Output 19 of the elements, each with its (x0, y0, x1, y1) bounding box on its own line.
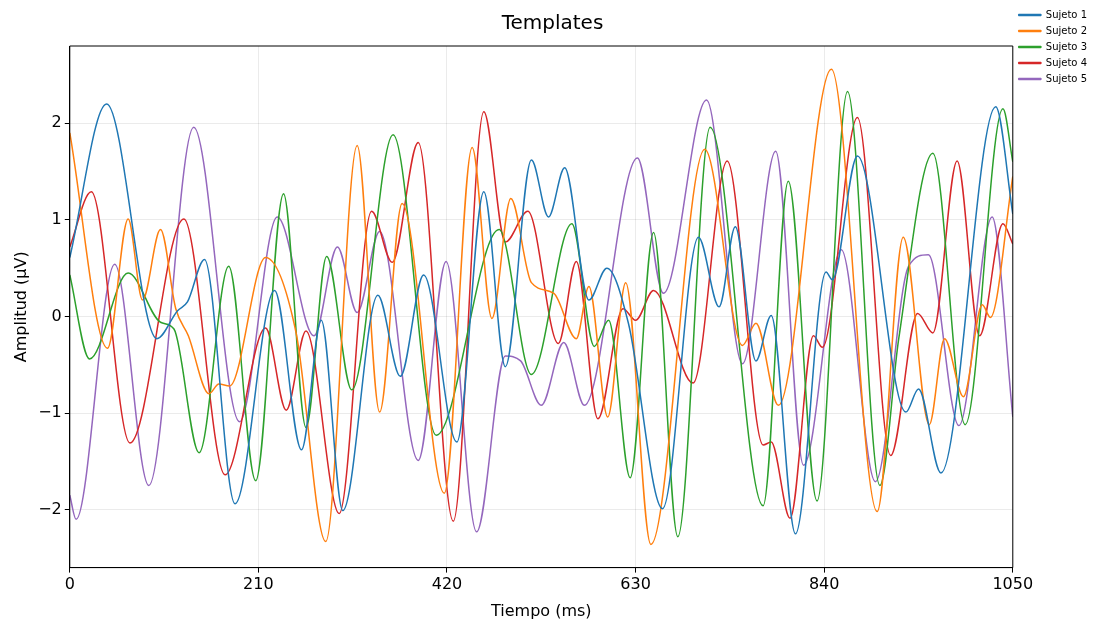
y-tick-label: −2 (38, 498, 62, 518)
y-axis-title: Amplitud (μV) (10, 251, 30, 363)
x-tick-label: 840 (808, 574, 840, 594)
y-tick-label: 1 (51, 209, 62, 229)
legend-label: Sujeto 4 (1045, 56, 1088, 68)
x-tick-label: 420 (431, 574, 463, 594)
legend-label: Sujeto 1 (1045, 8, 1088, 20)
x-tick-label: 210 (243, 574, 274, 594)
x-tick-label: 630 (620, 574, 651, 594)
x-tick-label: 1050 (992, 574, 1034, 594)
legend-label: Sujeto 5 (1045, 72, 1088, 84)
legend-label: Sujeto 3 (1045, 40, 1088, 52)
x-tick-label: 0 (64, 574, 75, 594)
x-axis-title: Tiempo (ms) (490, 600, 592, 620)
y-tick-label: −1 (38, 402, 62, 422)
y-tick-label: 0 (51, 305, 62, 325)
y-tick-label: 2 (51, 112, 62, 132)
chart-title: Templates (500, 10, 604, 35)
legend-label: Sujeto 2 (1045, 24, 1088, 36)
